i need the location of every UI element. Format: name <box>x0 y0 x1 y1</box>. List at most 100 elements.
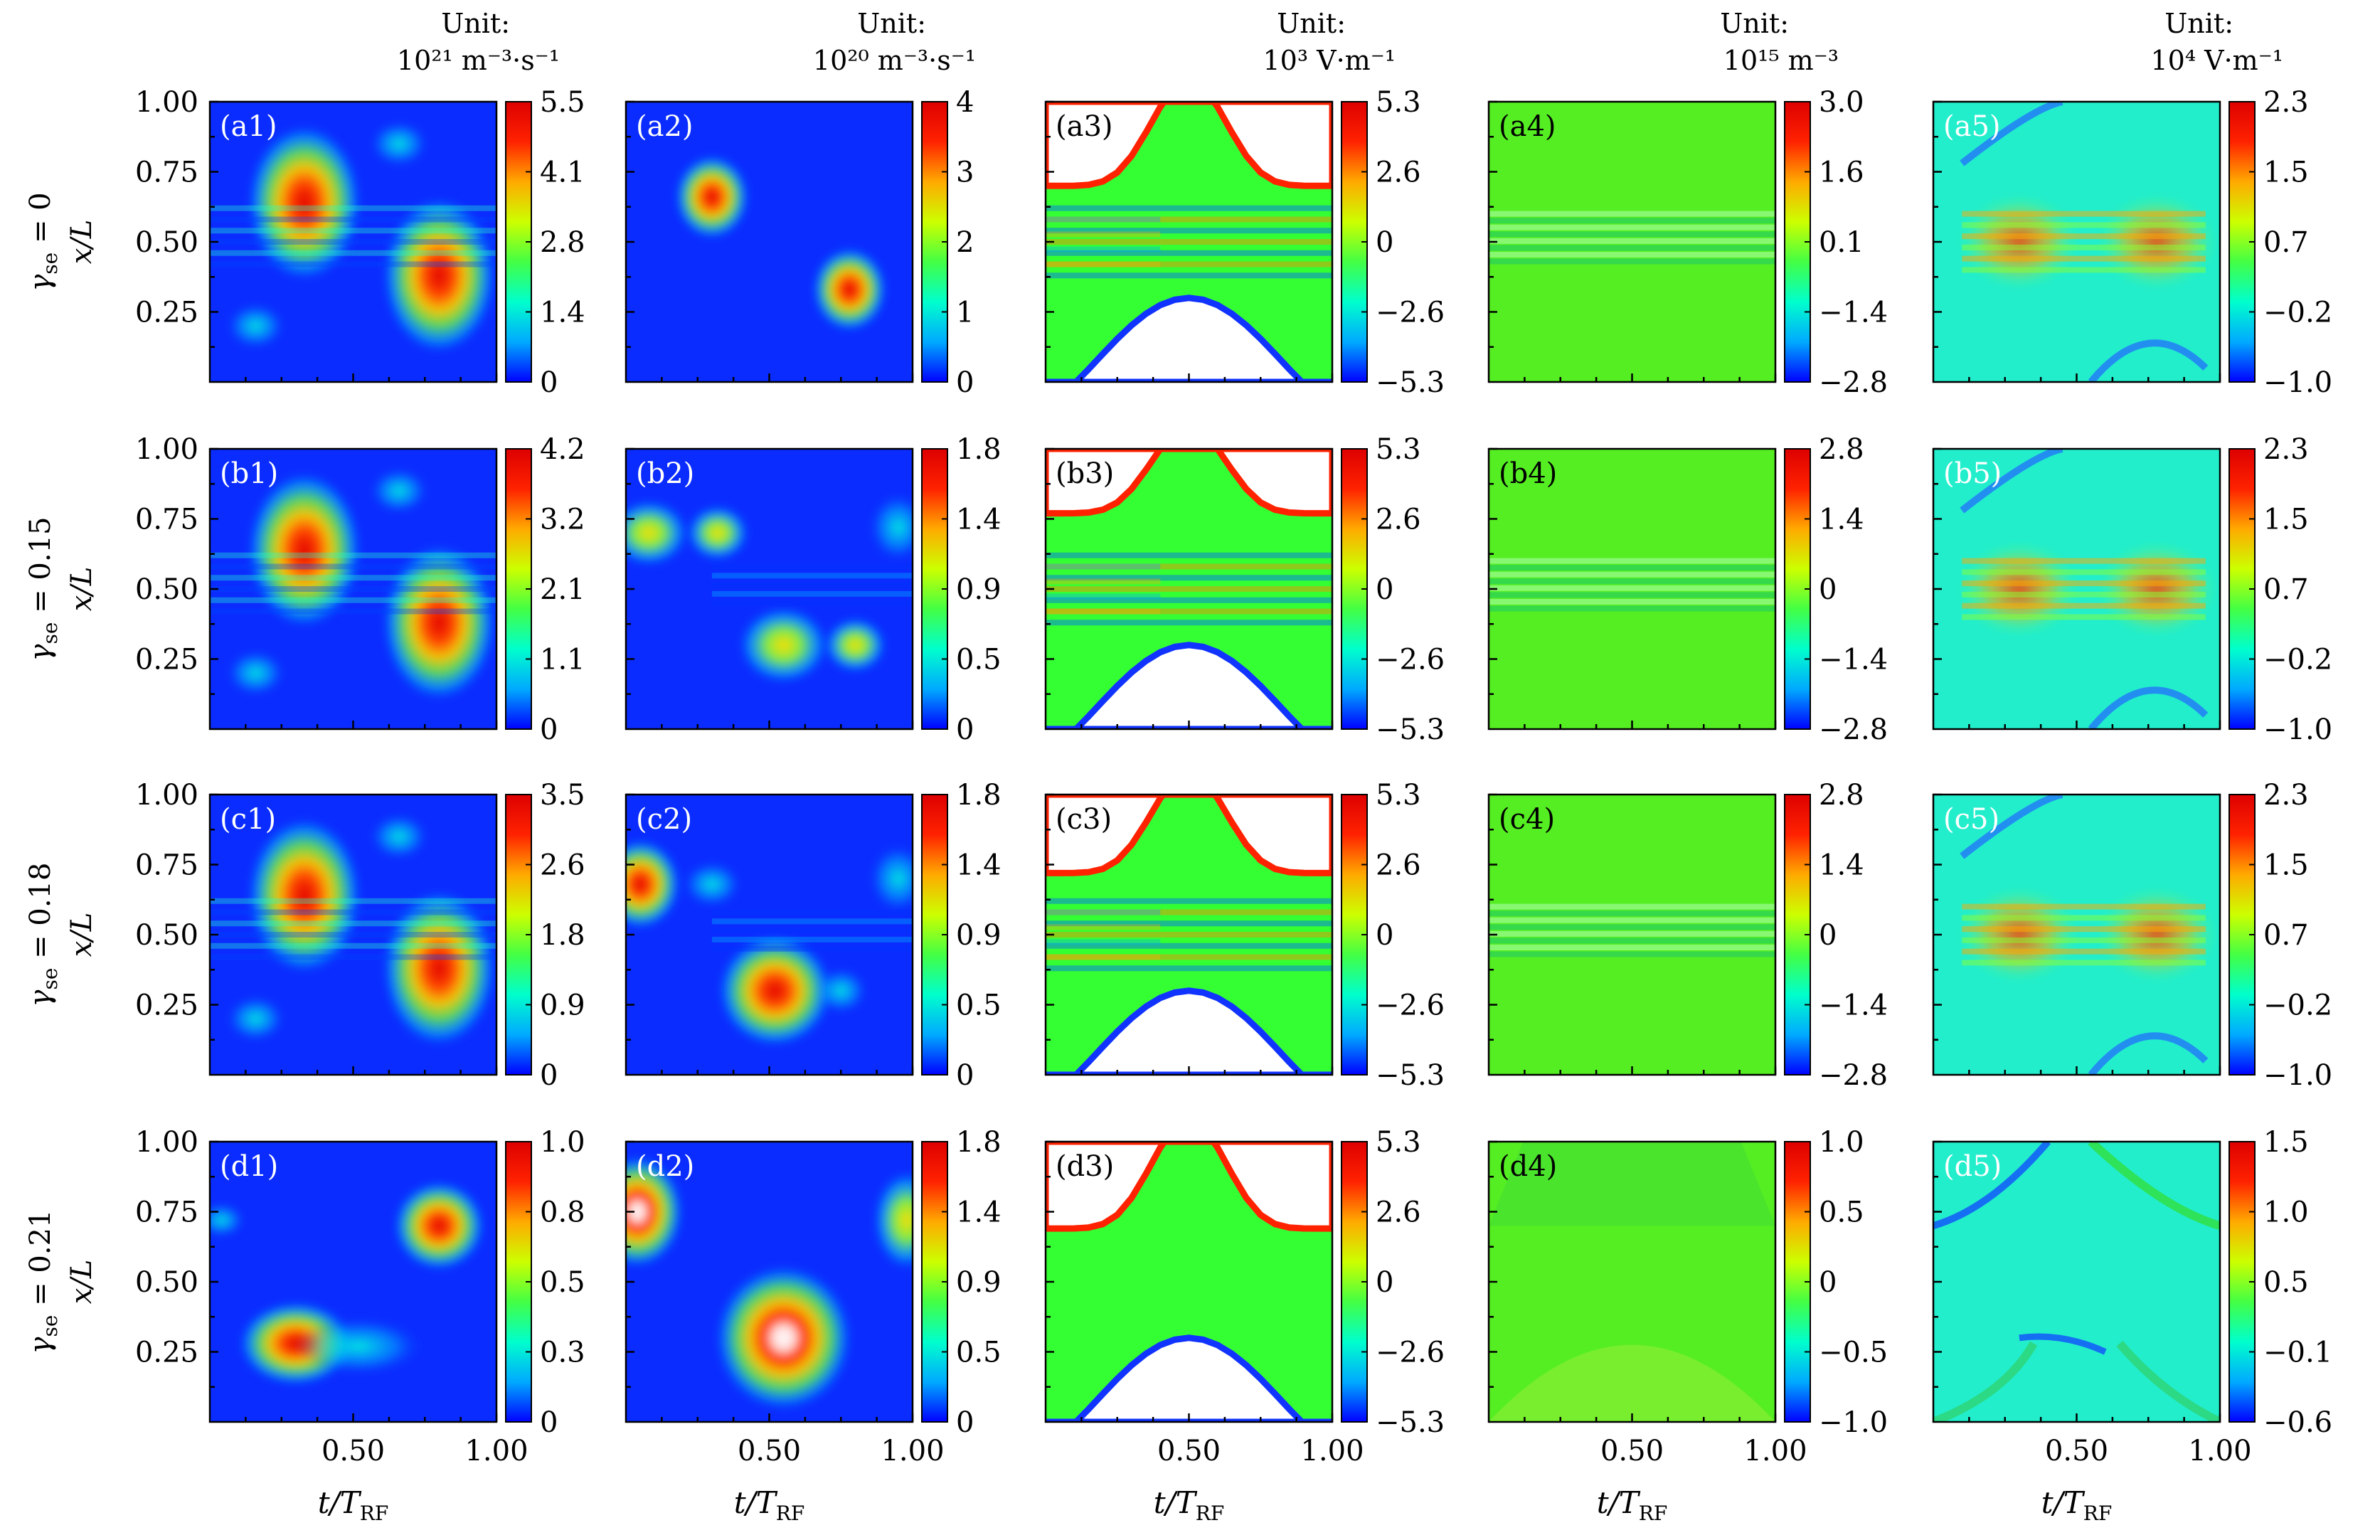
x-tick-label: 1.00 <box>2188 1435 2251 1467</box>
colorbar-tick-label: 1.4 <box>540 297 585 329</box>
colorbar-tick-label: 0.7 <box>2263 919 2309 952</box>
colorbar-tick-label: 2.1 <box>540 573 585 606</box>
colorbar-tick-label: −2.6 <box>1376 644 1445 676</box>
y-tick-label: 1.00 <box>135 779 198 812</box>
panel-label: (c3) <box>1056 803 1112 836</box>
panel-label: (c4) <box>1499 803 1555 836</box>
colorbar-tick-label: 1.1 <box>540 644 585 676</box>
unit-title: Unit: <box>441 8 510 39</box>
y-axis-label: x/L <box>65 913 98 957</box>
colorbar-tick-label: 4.2 <box>540 433 585 466</box>
colorbar-tick-label: 1 <box>956 297 974 329</box>
y-tick-label: 1.00 <box>135 433 198 466</box>
y-tick-label: 0.75 <box>135 849 198 882</box>
colorbar-tick-label: 0.9 <box>540 989 585 1022</box>
heatmap-image <box>1933 449 2220 729</box>
colorbar-tick-label: 5.3 <box>1376 1126 1421 1159</box>
colorbar-tick-label: 1.6 <box>1819 156 1864 189</box>
heatmap-image <box>210 102 496 382</box>
colorbar-tick-label: 2.3 <box>2263 433 2309 466</box>
colorbar-tick-label: 0.5 <box>956 1337 1002 1369</box>
unit-title: Unit: <box>2164 8 2233 39</box>
panel-label: (d2) <box>636 1150 694 1183</box>
colorbar-tick-label: 0.5 <box>540 1266 585 1299</box>
colorbar-tick-label: 0.7 <box>2263 226 2309 259</box>
x-tick-label: 1.00 <box>1300 1435 1364 1467</box>
colorbar-tick-label: 1.8 <box>956 433 1002 466</box>
colorbar-tick-label: 5.3 <box>1376 779 1421 812</box>
colorbar-tick-label: 1.4 <box>956 1196 1002 1229</box>
colorbar-tick-label: 2.6 <box>1376 504 1421 536</box>
panel-label: (a3) <box>1056 110 1113 143</box>
colorbar-tick-label: −1.4 <box>1819 989 1888 1022</box>
panel-label: (a5) <box>1943 110 2001 143</box>
colorbar-tick-label: 0 <box>1376 1266 1393 1299</box>
colorbar-tick-label: −0.1 <box>2263 1337 2332 1369</box>
y-axis-label: x/L <box>65 1260 98 1305</box>
colorbar-tick-label: 0.9 <box>956 919 1002 952</box>
colorbar-tick-label: 0 <box>540 713 558 746</box>
colorbar-tick-label: 1.0 <box>2263 1196 2309 1229</box>
x-tick-label: 1.00 <box>1743 1435 1807 1467</box>
y-axis-label: x/L <box>65 220 98 265</box>
colorbar-tick-label: 0 <box>1819 919 1837 952</box>
y-tick-label: 0.25 <box>135 644 198 676</box>
colorbar-tick-label: 4 <box>956 86 974 119</box>
unit-title: Unit: <box>1720 8 1789 39</box>
colorbar-tick-label: 3.2 <box>540 504 585 536</box>
colorbar-tick-label: −1.4 <box>1819 644 1888 676</box>
panel-label: (c1) <box>220 803 276 836</box>
colorbar-tick-label: 5.3 <box>1376 86 1421 119</box>
panel-label: (b5) <box>1943 457 2002 490</box>
heatmap-image <box>1933 795 2220 1075</box>
x-tick-label: 1.00 <box>464 1435 528 1467</box>
heatmap-image <box>1489 449 1775 729</box>
row-gamma-label: γse = 0.21 <box>24 1210 62 1354</box>
colorbar-tick-label: 5.3 <box>1376 433 1421 466</box>
x-axis-label: t/TRF <box>1154 1485 1225 1525</box>
colorbar-tick-label: −1.4 <box>1819 297 1888 329</box>
x-tick-label: 0.50 <box>322 1435 385 1467</box>
colorbar-tick-label: 4.1 <box>540 156 585 189</box>
x-axis-label: t/TRF <box>1597 1485 1668 1525</box>
colorbar-tick-label: 0 <box>1376 226 1393 259</box>
colorbar-tick-label: 2.8 <box>1819 433 1864 466</box>
colorbar-tick-label: 2.8 <box>540 226 585 259</box>
colorbar-tick-label: 1.4 <box>956 504 1002 536</box>
colorbar-tick-label: −1.0 <box>1819 1406 1888 1439</box>
colorbar-tick-label: 0 <box>1819 1266 1837 1299</box>
heatmap-image <box>1489 795 1775 1075</box>
heatmap-image <box>1046 1142 1332 1422</box>
colorbar-tick-label: 0 <box>956 366 974 399</box>
colorbar-tick-label: 2.6 <box>1376 156 1421 189</box>
colorbar-tick-label: −5.3 <box>1376 1406 1445 1439</box>
colorbar-tick-label: −0.2 <box>2263 989 2332 1022</box>
colorbar-tick-label: −1.0 <box>2263 713 2332 746</box>
y-tick-label: 0.50 <box>135 573 198 606</box>
colorbar-tick-label: 0.3 <box>540 1337 585 1369</box>
colorbar-tick-label: 0.7 <box>2263 573 2309 606</box>
colorbar-tick-label: 0.5 <box>2263 1266 2309 1299</box>
colorbar-tick-label: 0.5 <box>956 989 1002 1022</box>
colorbar-tick-label: 0.5 <box>1819 1196 1864 1229</box>
panel-label: (a4) <box>1499 110 1556 143</box>
colorbar-tick-label: 3.0 <box>1819 86 1864 119</box>
colorbar-tick-label: −0.2 <box>2263 644 2332 676</box>
colorbar-tick-label: 0 <box>540 1406 558 1439</box>
panel-label: (c5) <box>1943 803 1999 836</box>
x-axis-label: t/TRF <box>318 1485 389 1525</box>
colorbar-tick-label: −2.8 <box>1819 713 1888 746</box>
colorbar-tick-label: 1.0 <box>1819 1126 1864 1159</box>
y-tick-label: 0.25 <box>135 989 198 1022</box>
colorbar-tick-label: 2.3 <box>2263 86 2309 119</box>
colorbar-tick-label: 2 <box>956 226 974 259</box>
y-tick-label: 0.75 <box>135 156 198 189</box>
heatmap-image <box>1046 795 1332 1075</box>
heatmap-image <box>1046 102 1332 382</box>
panel-label: (d1) <box>220 1150 278 1183</box>
colorbar-tick-label: 2.8 <box>1819 779 1864 812</box>
heatmap-image <box>210 795 496 1075</box>
colorbar-tick-label: 0.5 <box>956 644 1002 676</box>
colorbar-tick-label: −0.2 <box>2263 297 2332 329</box>
